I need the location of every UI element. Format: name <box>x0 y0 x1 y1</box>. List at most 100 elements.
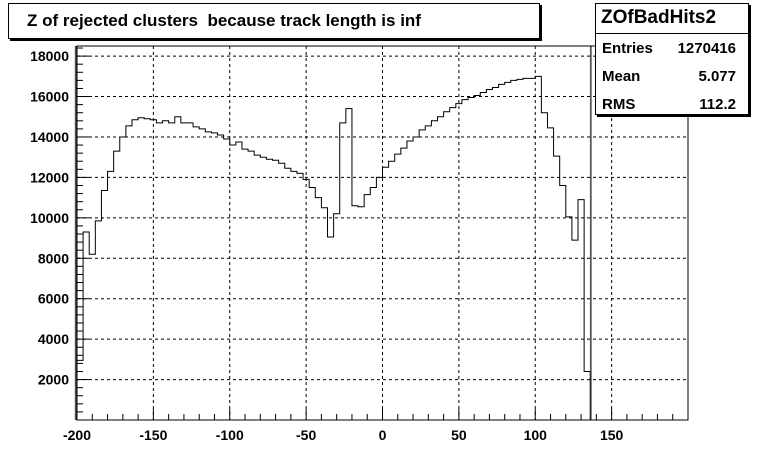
histogram-bin <box>83 232 89 420</box>
histogram-bin <box>150 120 156 420</box>
histogram-bin <box>205 132 211 420</box>
histogram-bin <box>419 130 425 420</box>
histogram-bin <box>169 123 175 420</box>
y-tick-label: 18000 <box>30 48 69 64</box>
histogram-bin <box>480 92 486 420</box>
stats-value: 1270416 <box>677 40 736 57</box>
histogram-bin <box>572 240 578 420</box>
histogram-bin <box>236 142 242 420</box>
stats-label: Entries <box>602 40 653 57</box>
x-tick-label: -100 <box>216 427 244 443</box>
y-tick-label: 16000 <box>30 89 69 105</box>
histogram-bin <box>230 145 236 420</box>
axis-tick-labels: -200 -150 -100 -50 0 50 100 150 2000 4000 6000 8000… <box>30 48 623 443</box>
histogram-bin <box>138 118 144 420</box>
histogram-bin <box>315 198 321 420</box>
histogram-bin <box>132 120 138 420</box>
histogram-bin <box>108 171 114 420</box>
histogram-bin <box>407 141 413 420</box>
histogram-bin <box>95 221 101 420</box>
histogram-bin <box>444 112 450 420</box>
histogram-bin <box>163 121 169 420</box>
histogram-bin <box>456 104 462 420</box>
histogram-bin <box>89 254 95 420</box>
histogram-bin <box>554 156 560 420</box>
histogram-bin <box>492 87 498 420</box>
histogram-bin <box>224 139 230 420</box>
histogram-bin <box>370 188 376 420</box>
histogram-bin <box>547 128 553 420</box>
histogram-bin <box>529 78 535 420</box>
histogram-bin <box>535 76 541 420</box>
histogram-bin <box>437 117 443 420</box>
y-tick-label: 8000 <box>38 250 69 266</box>
histogram-bin <box>486 89 492 420</box>
title-box: Z of rejected clusters because track len… <box>8 3 540 39</box>
histogram-bin <box>114 151 120 420</box>
stats-name-text: ZOfBadHits2 <box>601 7 717 28</box>
histogram-bin <box>395 154 401 420</box>
histogram-bin <box>413 137 419 420</box>
histogram-bin <box>279 163 285 420</box>
x-tick-label: -50 <box>296 427 316 443</box>
histogram-bin <box>218 135 224 420</box>
x-tick-label: 50 <box>451 427 467 443</box>
histogram-bin <box>211 133 217 420</box>
histogram-bin <box>334 214 340 420</box>
stats-row-entries: Entries 1270416 <box>596 36 748 62</box>
y-tick-label: 6000 <box>38 291 69 307</box>
histogram-bin <box>364 195 370 420</box>
histogram-bin <box>578 200 584 420</box>
histogram-bin <box>431 121 437 420</box>
histogram-bin <box>248 151 254 420</box>
histogram-bin <box>101 191 107 420</box>
histogram-bin <box>376 177 382 420</box>
histogram-bin <box>175 117 181 420</box>
histogram-bin <box>584 371 590 420</box>
histogram-bin <box>199 129 205 420</box>
stats-histogram-name: ZOfBadHits2 <box>596 4 748 34</box>
histogram-bin <box>254 155 260 420</box>
histogram-bin <box>566 217 572 420</box>
histogram-bin <box>309 188 315 420</box>
stats-label: RMS <box>602 96 636 113</box>
histogram-bin <box>352 206 358 420</box>
histogram-bin <box>328 237 334 420</box>
histogram-bin <box>303 179 309 420</box>
stats-box: ZOfBadHits2 Entries 1270416 Mean 5.077 R… <box>595 3 749 115</box>
histogram-bin <box>126 126 132 420</box>
histogram-bin <box>389 161 395 420</box>
histogram-bin <box>187 123 193 420</box>
stats-row-mean: Mean 5.077 <box>596 64 748 90</box>
histogram-bin <box>285 168 291 420</box>
histogram-bin <box>181 123 187 420</box>
y-tick-label: 2000 <box>38 372 69 388</box>
x-tick-label: 150 <box>600 427 624 443</box>
histogram-bin <box>425 126 431 420</box>
stats-value: 112.2 <box>699 96 736 113</box>
histogram-bin <box>77 360 83 420</box>
histogram-bin <box>297 173 303 420</box>
histogram-bin <box>340 123 346 420</box>
histogram-bin <box>321 208 327 420</box>
y-tick-label: 12000 <box>30 169 69 185</box>
histogram-bin <box>266 159 272 420</box>
histogram-bin <box>505 82 511 420</box>
stats-value: 5.077 <box>698 68 736 85</box>
histogram-bin <box>242 149 248 420</box>
histogram-bin <box>462 100 468 420</box>
histogram-bin <box>358 207 364 420</box>
histogram-bin <box>560 185 566 420</box>
histogram-bin <box>120 137 126 420</box>
histogram-bin <box>468 98 474 420</box>
x-tick-label: -150 <box>139 427 167 443</box>
x-tick-label: 100 <box>524 427 548 443</box>
x-tick-label: 0 <box>379 427 387 443</box>
histogram-bin <box>499 84 505 420</box>
histogram-bin <box>541 113 547 420</box>
histogram-bin <box>450 108 456 420</box>
stats-label: Mean <box>602 68 641 85</box>
histogram-bin <box>517 79 523 420</box>
y-tick-label: 10000 <box>30 210 69 226</box>
